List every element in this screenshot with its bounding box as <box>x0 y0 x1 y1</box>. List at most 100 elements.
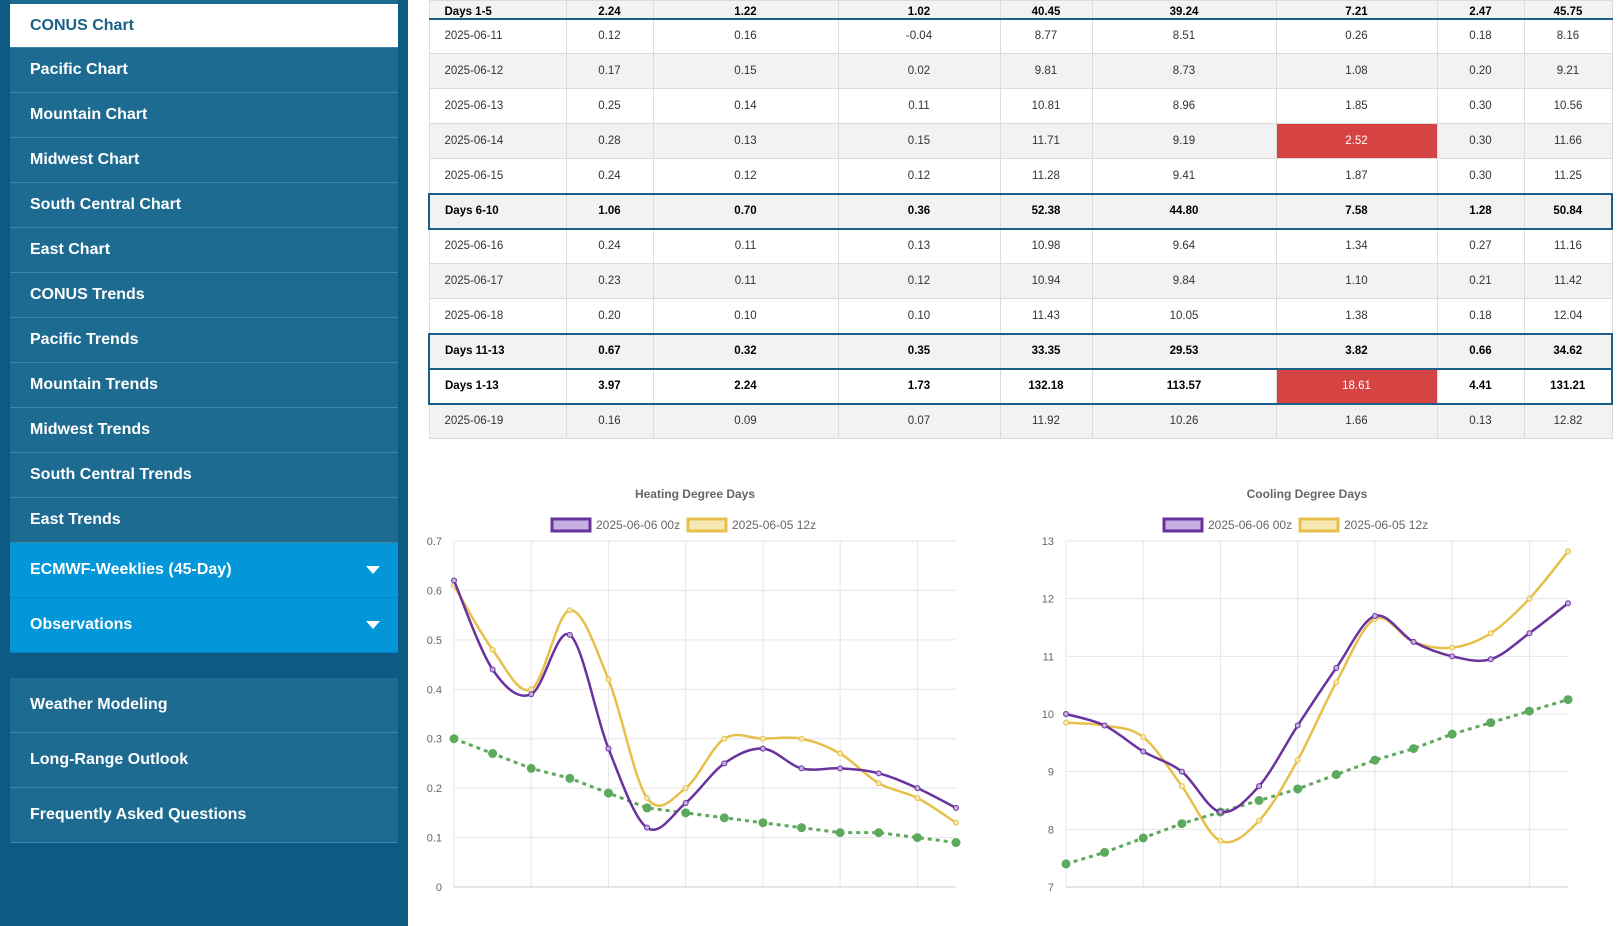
value-cell: 0.21 <box>1436 263 1525 299</box>
y-tick-label: 0.5 <box>427 635 442 647</box>
series-line <box>1065 602 1569 814</box>
data-point <box>1178 783 1185 790</box>
row-label-cell: Days 11-13 <box>428 332 567 370</box>
value-cell: 1.28 <box>1436 192 1525 230</box>
value-cell: 0.18 <box>1436 298 1525 334</box>
data-point <box>1526 630 1533 637</box>
value-cell: 0.23 <box>565 263 654 299</box>
value-cell: 0.13 <box>652 123 839 159</box>
value-cell: 8.16 <box>1523 18 1613 54</box>
value-cell: 0.36 <box>837 192 1001 230</box>
value-cell: 10.05 <box>1091 298 1277 334</box>
data-point <box>874 828 884 838</box>
sidebar-item-conus-chart[interactable]: CONUS Chart <box>10 4 398 48</box>
value-cell: 39.24 <box>1091 0 1277 20</box>
observations-expander[interactable]: Observations <box>10 598 398 653</box>
data-point <box>528 691 535 698</box>
ecmwf-weeklies-expander[interactable]: ECMWF-Weeklies (45-Day) <box>10 543 398 598</box>
data-point <box>1061 859 1071 869</box>
data-point <box>565 773 575 783</box>
data-point <box>1409 744 1419 754</box>
data-point <box>1294 722 1301 729</box>
value-cell: 0.17 <box>565 53 654 89</box>
row-label-cell: 2025-06-14 <box>428 123 567 159</box>
sidebar-item-east-trends[interactable]: East Trends <box>10 498 398 543</box>
chevron-down-icon <box>366 566 380 574</box>
value-cell: 0.12 <box>565 18 654 54</box>
value-cell: 1.02 <box>837 0 1001 20</box>
value-cell: 0.12 <box>837 263 1001 299</box>
link-label: Frequently Asked Questions <box>30 806 247 823</box>
data-point <box>835 828 845 838</box>
y-tick-label: 0 <box>436 882 442 894</box>
data-point <box>837 750 844 757</box>
data-point <box>875 770 882 777</box>
sidebar-item-pacific-trends[interactable]: Pacific Trends <box>10 318 398 363</box>
value-cell: 3.97 <box>565 367 654 405</box>
row-label-cell: Days 1-5 <box>428 0 567 20</box>
sidebar-item-label: Pacific Trends <box>30 331 139 348</box>
chevron-down-icon <box>366 621 380 629</box>
long-range-outlook-link[interactable]: Long-Range Outlook <box>10 733 398 788</box>
sidebar-item-label: East Chart <box>30 241 111 258</box>
value-cell: 0.12 <box>652 158 839 194</box>
faq-link[interactable]: Frequently Asked Questions <box>10 788 398 843</box>
y-tick-label: 0.6 <box>427 585 442 597</box>
data-point <box>488 749 498 759</box>
sidebar-item-midwest-chart[interactable]: Midwest Chart <box>10 138 398 183</box>
chart-title: Heating Degree Days <box>635 487 755 501</box>
heating-degree-days-chart: Heating Degree Days 2025-06-06 00z 2025-06… <box>420 487 1010 926</box>
data-point <box>798 735 805 742</box>
data-point <box>526 763 536 773</box>
value-cell: 11.71 <box>999 123 1093 159</box>
row-label-cell: 2025-06-13 <box>428 88 567 124</box>
value-cell: 33.35 <box>999 332 1093 370</box>
weather-modeling-link[interactable]: Weather Modeling <box>10 678 398 733</box>
value-cell: 0.20 <box>565 298 654 334</box>
sidebar-item-label: South Central Trends <box>30 466 192 483</box>
data-point <box>449 734 459 744</box>
value-cell: 0.25 <box>565 88 654 124</box>
value-cell: 2.47 <box>1436 0 1525 20</box>
data-point <box>1140 734 1147 741</box>
value-cell: 0.12 <box>837 158 1001 194</box>
sidebar-item-pacific-chart[interactable]: Pacific Chart <box>10 48 398 93</box>
value-cell: 11.16 <box>1523 228 1613 264</box>
legend-label: 2025-06-06 00z <box>596 518 680 532</box>
sidebar-item-label: Mountain Chart <box>30 106 148 123</box>
sidebar-item-south-central-trends[interactable]: South Central Trends <box>10 453 398 498</box>
value-cell: 11.28 <box>999 158 1093 194</box>
value-cell: 3.82 <box>1275 332 1438 370</box>
data-point <box>1563 695 1573 705</box>
sidebar-item-mountain-chart[interactable]: Mountain Chart <box>10 93 398 138</box>
value-cell: 1.87 <box>1275 158 1438 194</box>
data-point <box>1524 706 1534 716</box>
table-row: 2025-06-14 0.28 0.13 0.15 11.71 9.19 2.52 0.30 1… <box>428 123 1613 159</box>
sidebar-item-mountain-trends[interactable]: Mountain Trends <box>10 363 398 408</box>
sidebar-item-conus-trends[interactable]: CONUS Trends <box>10 273 398 318</box>
value-cell: 0.26 <box>1275 18 1438 54</box>
value-cell: 4.41 <box>1436 367 1525 405</box>
data-point <box>1140 748 1147 755</box>
value-cell: 0.11 <box>652 228 839 264</box>
data-point <box>1486 718 1496 728</box>
series-line <box>452 584 957 824</box>
data-point <box>1293 784 1303 794</box>
value-cell: 0.30 <box>1436 158 1525 194</box>
data-point <box>642 803 652 813</box>
data-point <box>1294 757 1301 764</box>
chart-title: Cooling Degree Days <box>1247 487 1368 501</box>
value-cell: 12.82 <box>1523 403 1613 439</box>
sidebar-item-label: Mountain Trends <box>30 376 158 393</box>
data-point <box>1217 809 1224 816</box>
site-nav: Weather Modeling Long-Range Outlook Freq… <box>10 678 398 843</box>
sidebar-item-east-chart[interactable]: East Chart <box>10 228 398 273</box>
value-cell: 1.08 <box>1275 53 1438 89</box>
y-tick-label: 12 <box>1042 594 1054 606</box>
value-cell: 1.73 <box>837 367 1001 405</box>
legend-swatch <box>550 517 592 533</box>
data-point <box>1256 817 1263 824</box>
sidebar-item-midwest-trends[interactable]: Midwest Trends <box>10 408 398 453</box>
sidebar-item-south-central-chart[interactable]: South Central Chart <box>10 183 398 228</box>
data-point <box>1333 664 1340 671</box>
